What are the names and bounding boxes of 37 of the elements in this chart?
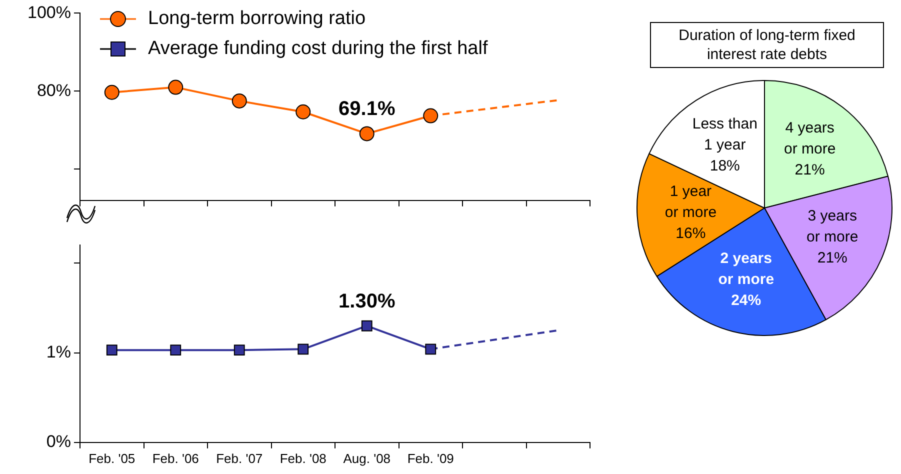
x-tick-label: Feb. '09: [407, 450, 454, 466]
data-label: 1.30%: [338, 290, 396, 312]
data-label: 24%: [731, 292, 762, 309]
slice-label: 1 year or more: [664, 182, 717, 221]
y-tick-label: 100%: [28, 2, 71, 22]
point: [232, 93, 247, 108]
point: [361, 320, 372, 332]
slice-label: Less than 1 year: [692, 116, 758, 154]
point: [234, 344, 245, 356]
y-tick-label: 0%: [46, 432, 71, 452]
data-label: 21%: [817, 250, 848, 267]
data-label: 69.1%: [338, 98, 396, 120]
point: [104, 84, 120, 100]
x-tick-label: Feb. '05: [88, 450, 136, 466]
x-tick-label: Feb. '07: [216, 450, 263, 466]
data-label: 16%: [676, 224, 706, 242]
x-tick-label: Aug. '08: [343, 450, 391, 466]
slice-label: 3 years or more: [806, 208, 858, 246]
slice-label: 2 years or more: [718, 250, 774, 288]
data-label: 18%: [710, 158, 740, 175]
y-tick-label: 1%: [46, 342, 71, 362]
point: [423, 108, 438, 124]
chart-title: Duration of long-term fixed interest rate debts: [650, 22, 884, 68]
x-tick-label: Feb. '08: [280, 450, 326, 466]
point: [425, 344, 436, 355]
point: [170, 344, 182, 356]
point: [168, 80, 184, 95]
point: [296, 104, 311, 120]
x-tick-label: Feb. '06: [152, 450, 199, 466]
point: [298, 344, 309, 355]
point: [106, 344, 118, 356]
point: [359, 126, 374, 142]
legend-label: Average funding cost during the first half: [148, 37, 488, 61]
data-label: 21%: [794, 162, 825, 179]
y-tick-label: 80%: [36, 80, 71, 100]
legend-label: Long-term borrowing ratio: [148, 7, 366, 31]
slice-label: 4 years or more: [784, 120, 836, 158]
